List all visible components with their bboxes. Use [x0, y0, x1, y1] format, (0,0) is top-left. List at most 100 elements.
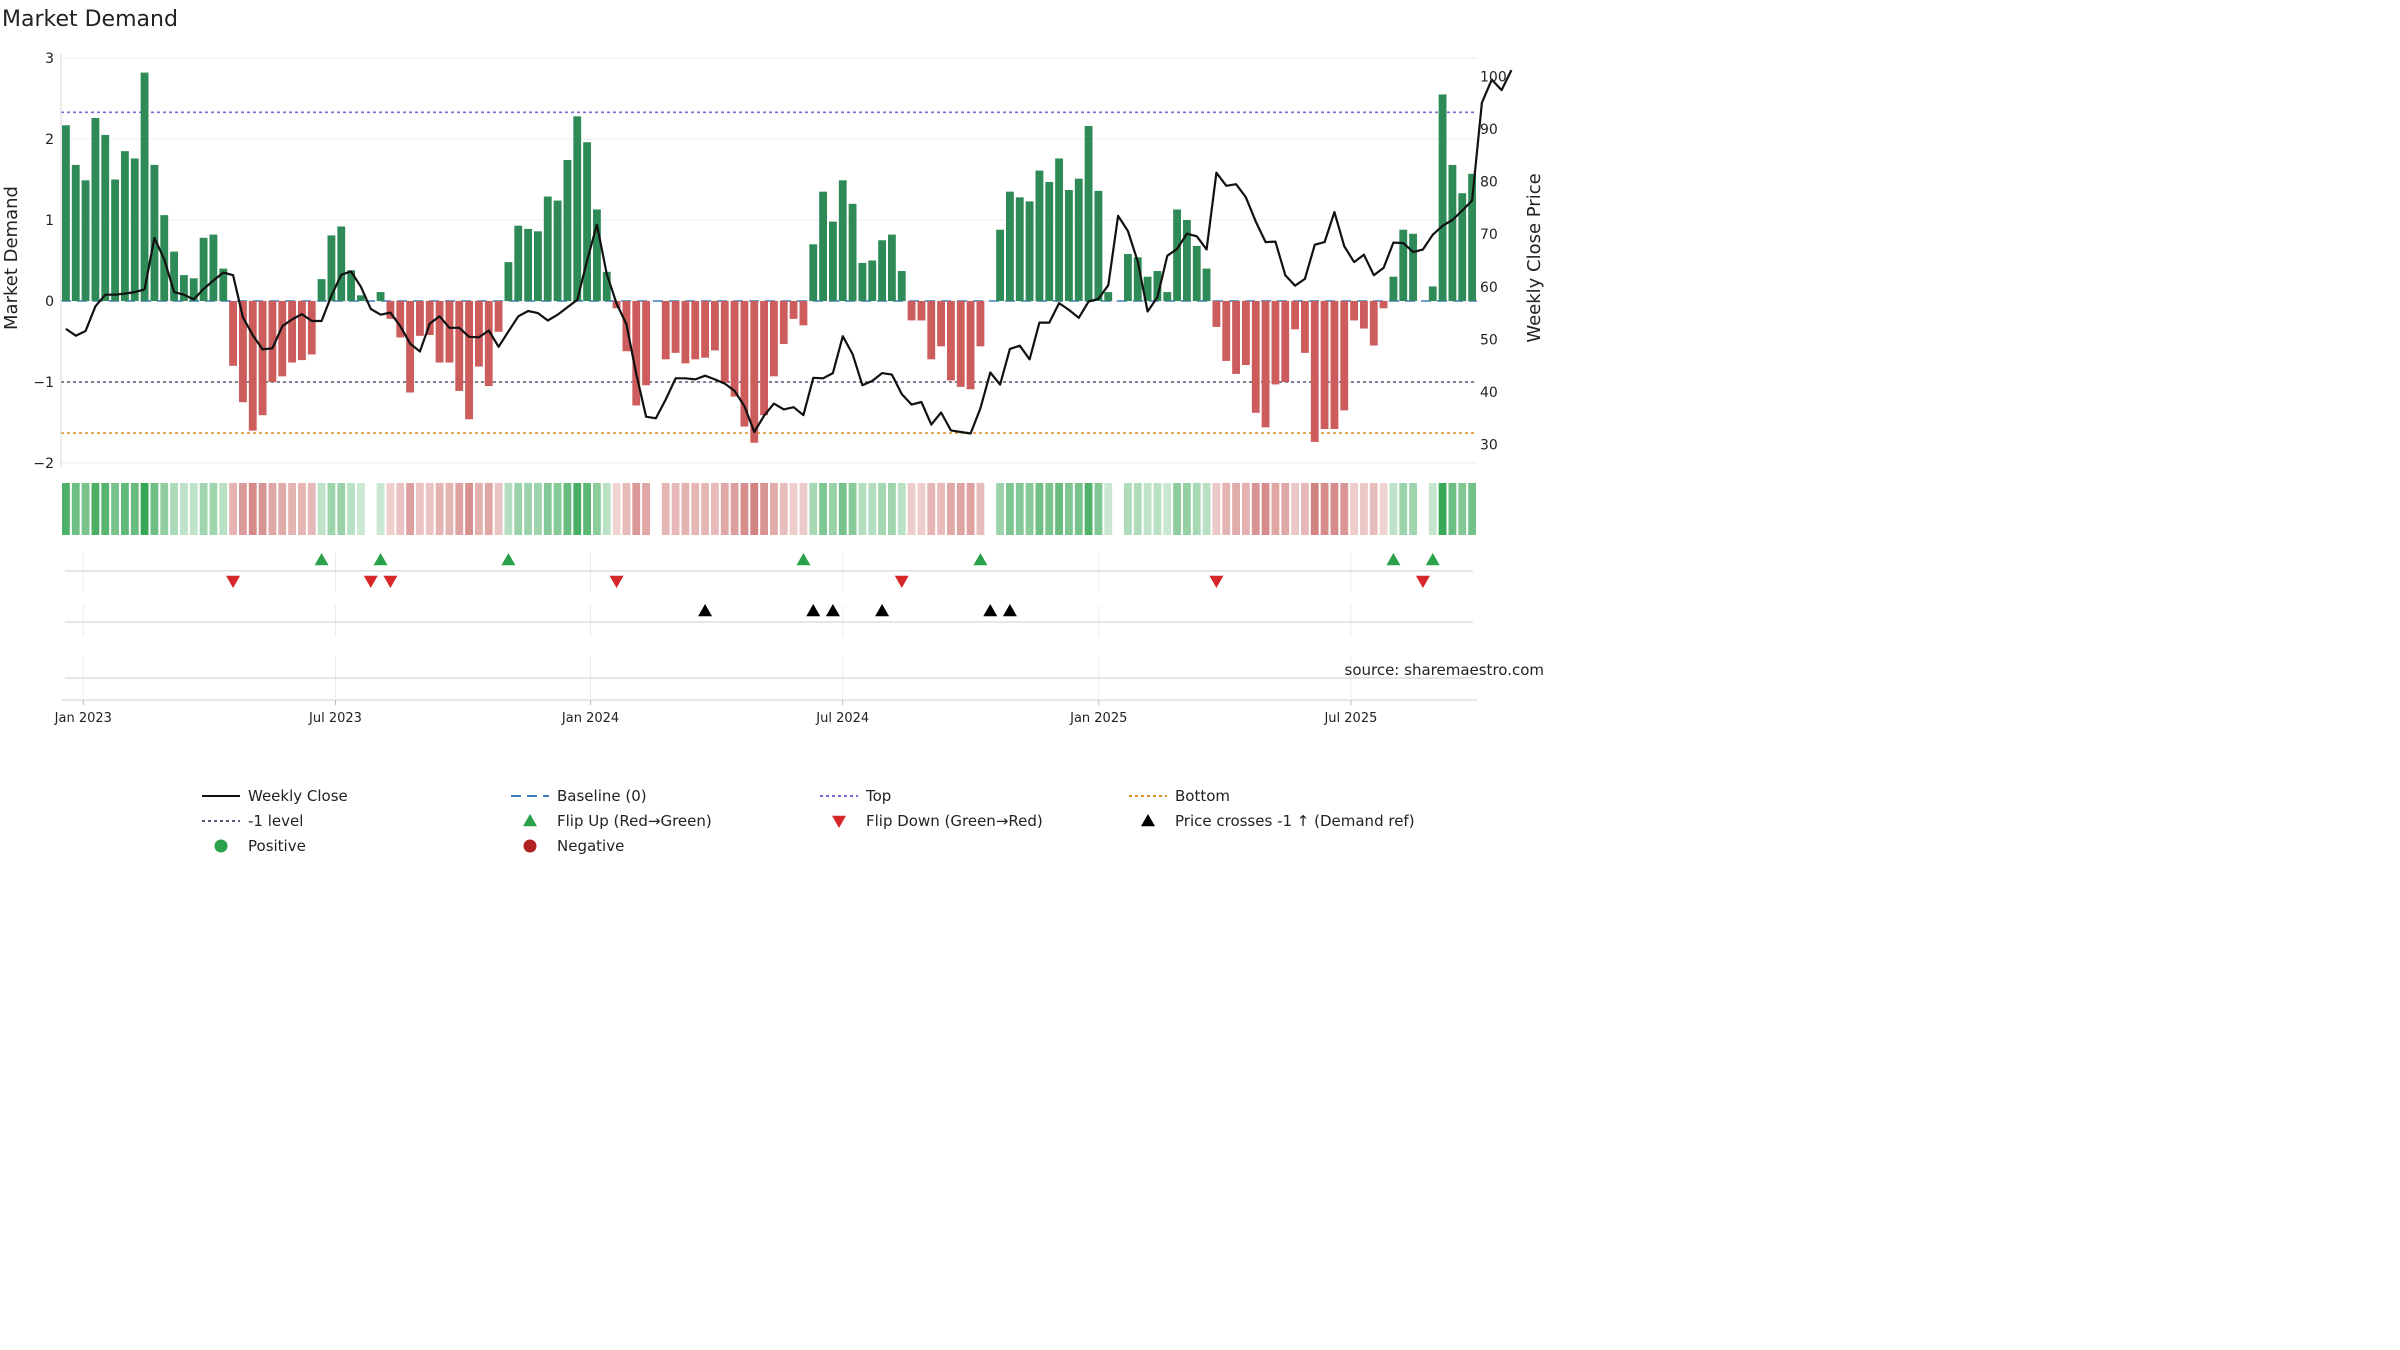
flip-down-marker: [383, 575, 398, 588]
demand-bar: [1271, 301, 1280, 385]
legend-item: Weekly Close: [202, 787, 348, 805]
heat-cell: [1458, 483, 1467, 535]
demand-bar: [1399, 229, 1408, 301]
heat-cell: [1163, 483, 1172, 535]
heat-cell: [838, 483, 847, 535]
demand-bar: [1192, 245, 1201, 301]
heat-cell: [966, 483, 975, 535]
heat-cell: [1084, 483, 1093, 535]
flip-down-marker: [226, 575, 241, 588]
demand-bar: [553, 200, 562, 301]
demand-bar: [661, 301, 670, 360]
demand-bar: [671, 301, 680, 353]
heat-cell: [897, 483, 906, 535]
weekly-close-polyline: [65, 69, 1513, 435]
demand-bar: [1183, 220, 1191, 301]
demand-bar: [180, 275, 188, 301]
price-cross-marker: [806, 604, 821, 617]
heat-cell: [1399, 483, 1408, 535]
heat-cell: [1320, 483, 1329, 535]
y2-tick-label: 100: [1480, 69, 1507, 85]
y-tick-label: 3: [45, 51, 54, 67]
flip-up-marker: [1386, 553, 1401, 566]
heat-cell: [386, 483, 395, 535]
weekly-close-line: [65, 69, 1513, 435]
reference-lines: [61, 111, 1477, 434]
heat-cell: [622, 483, 631, 535]
demand-bar: [1006, 191, 1014, 301]
heat-cell: [1143, 483, 1152, 535]
flip-up-marker: [973, 553, 988, 566]
demand-bar: [878, 240, 886, 301]
heat-cell: [1094, 483, 1103, 535]
legend-label: Weekly Close: [248, 787, 348, 805]
heat-cell: [1281, 483, 1290, 535]
heat-cell: [799, 483, 808, 535]
demand-bar: [1232, 301, 1240, 374]
demand-bar: [1438, 94, 1447, 301]
demand-bar: [1320, 301, 1329, 429]
demand-bar: [956, 301, 965, 387]
demand-bar: [1094, 190, 1103, 301]
heat-cell: [288, 483, 296, 535]
demand-bar: [317, 279, 326, 301]
demand-bar: [307, 301, 316, 355]
heat-cell: [1350, 483, 1358, 535]
heat-cell: [307, 483, 316, 535]
heat-cell: [1025, 483, 1034, 535]
heat-cell: [543, 483, 552, 535]
demand-bar: [1074, 178, 1083, 301]
heat-cell: [140, 483, 149, 535]
heat-cell: [907, 483, 916, 535]
heat-cell: [327, 483, 336, 535]
heat-cell: [91, 483, 100, 535]
flip-down-marker: [609, 575, 624, 588]
demand-bar: [691, 301, 700, 360]
heat-cell: [583, 483, 591, 535]
demand-bar: [593, 209, 601, 301]
demand-bar: [1242, 301, 1250, 365]
heat-cell: [602, 483, 611, 535]
heat-cell: [612, 483, 621, 535]
heat-cell: [1045, 483, 1054, 535]
heat-cell: [337, 483, 346, 535]
demand-bar: [848, 203, 857, 301]
heat-cell: [888, 483, 896, 535]
axes: 3 2 1 0 −1 −2 100 90 80 70 60 50 40 30: [33, 51, 1506, 472]
legend-item: Price crosses -1 ↑ (Demand ref): [1141, 812, 1415, 830]
legend-label: Top: [865, 787, 891, 805]
demand-bar: [868, 260, 877, 301]
legend-label: Bottom: [1175, 787, 1230, 805]
price-cross-panel: [65, 604, 1473, 637]
market-demand-chart: Market Demand 3210−1−210090807060504030 …: [1, 7, 1545, 855]
heat-cell: [956, 483, 965, 535]
x-tick-label: Jul 2023: [308, 711, 362, 726]
heat-cell: [779, 483, 788, 535]
demand-bar: [229, 301, 237, 366]
heat-cell: [671, 483, 680, 535]
heat-cell: [62, 483, 70, 535]
y-tick-label: −2: [33, 456, 54, 472]
heat-cell: [996, 483, 1004, 535]
demand-bar: [435, 301, 444, 363]
y2-tick-label: 30: [1480, 438, 1498, 454]
demand-bar: [465, 301, 473, 420]
heat-cell: [642, 483, 650, 535]
demand-bar: [888, 234, 896, 301]
demand-bar: [701, 301, 709, 358]
demand-bar: [1291, 301, 1299, 330]
heat-cell: [947, 483, 955, 535]
demand-bar: [1301, 301, 1309, 353]
demand-bar: [681, 301, 690, 364]
y-tick-label: −1: [33, 375, 54, 391]
legend-item: Top: [820, 787, 891, 805]
demand-bar: [1458, 193, 1467, 301]
demand-bar: [966, 301, 975, 390]
heat-cell: [494, 483, 503, 535]
demand-bar: [406, 301, 414, 393]
demand-bar: [268, 301, 277, 382]
x-tick-label: Jul 2025: [1323, 711, 1377, 726]
demand-bar: [779, 301, 788, 344]
heat-cell: [258, 483, 267, 535]
demand-bar: [1369, 301, 1378, 346]
